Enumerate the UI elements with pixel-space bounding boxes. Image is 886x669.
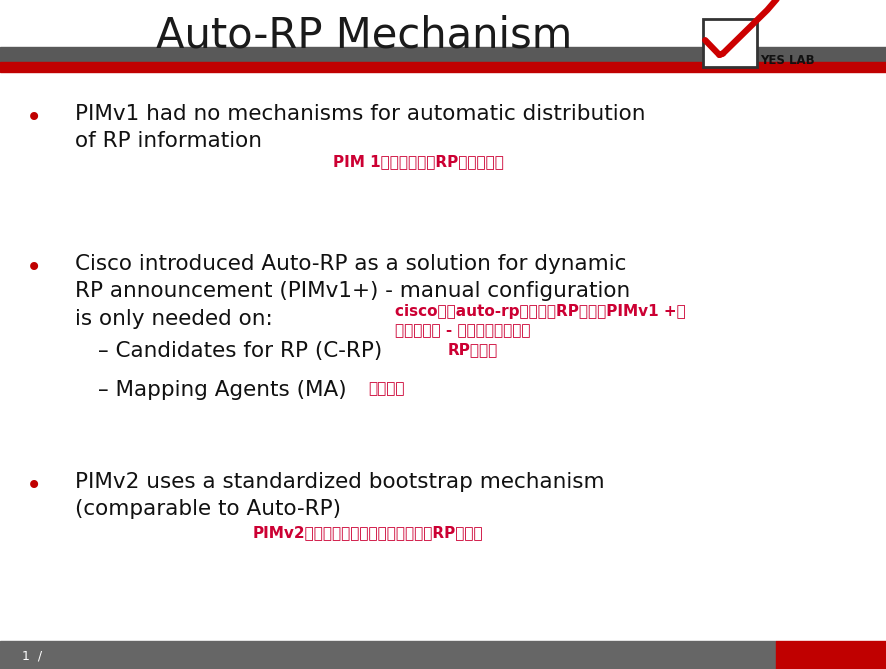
Text: PIMv2 uses a standardized bootstrap mechanism
(comparable to Auto-RP): PIMv2 uses a standardized bootstrap mech… <box>75 472 604 519</box>
Text: 映射代理: 映射代理 <box>368 381 404 396</box>
Text: – Candidates for RP (C-RP): – Candidates for RP (C-RP) <box>97 341 381 361</box>
Text: PIMv2使用标准化的引导机制（与自动RP相当）: PIMv2使用标准化的引导机制（与自动RP相当） <box>253 525 483 540</box>
Text: YES LAB: YES LAB <box>759 54 814 67</box>
Bar <box>0 47 886 62</box>
Text: •: • <box>26 472 42 500</box>
Text: Auto-RP Mechanism: Auto-RP Mechanism <box>155 15 571 56</box>
Text: 1  /: 1 / <box>22 649 43 662</box>
Text: PIM 1没有自动分发RP信息的机制: PIM 1没有自动分发RP信息的机制 <box>332 154 503 169</box>
Text: •: • <box>26 254 42 282</box>
Bar <box>0 641 775 669</box>
Bar <box>775 641 886 669</box>
Text: Cisco introduced Auto-RP as a solution for dynamic
RP announcement (PIMv1+) - ma: Cisco introduced Auto-RP as a solution f… <box>75 254 630 328</box>
Text: •: • <box>26 104 42 132</box>
Text: RP候选人: RP候选人 <box>447 343 498 357</box>
Text: – Mapping Agents (MA): – Mapping Agents (MA) <box>97 380 346 400</box>
Bar <box>703 19 756 67</box>
Text: PIMv1 had no mechanisms for automatic distribution
of RP information: PIMv1 had no mechanisms for automatic di… <box>75 104 645 151</box>
Text: cisco引入auto-rp作为动态RP公告（PIMv1 +）
的解决方案 - 手动配置只需要：: cisco引入auto-rp作为动态RP公告（PIMv1 +） 的解决方案 - … <box>394 304 685 339</box>
Bar <box>0 62 886 72</box>
